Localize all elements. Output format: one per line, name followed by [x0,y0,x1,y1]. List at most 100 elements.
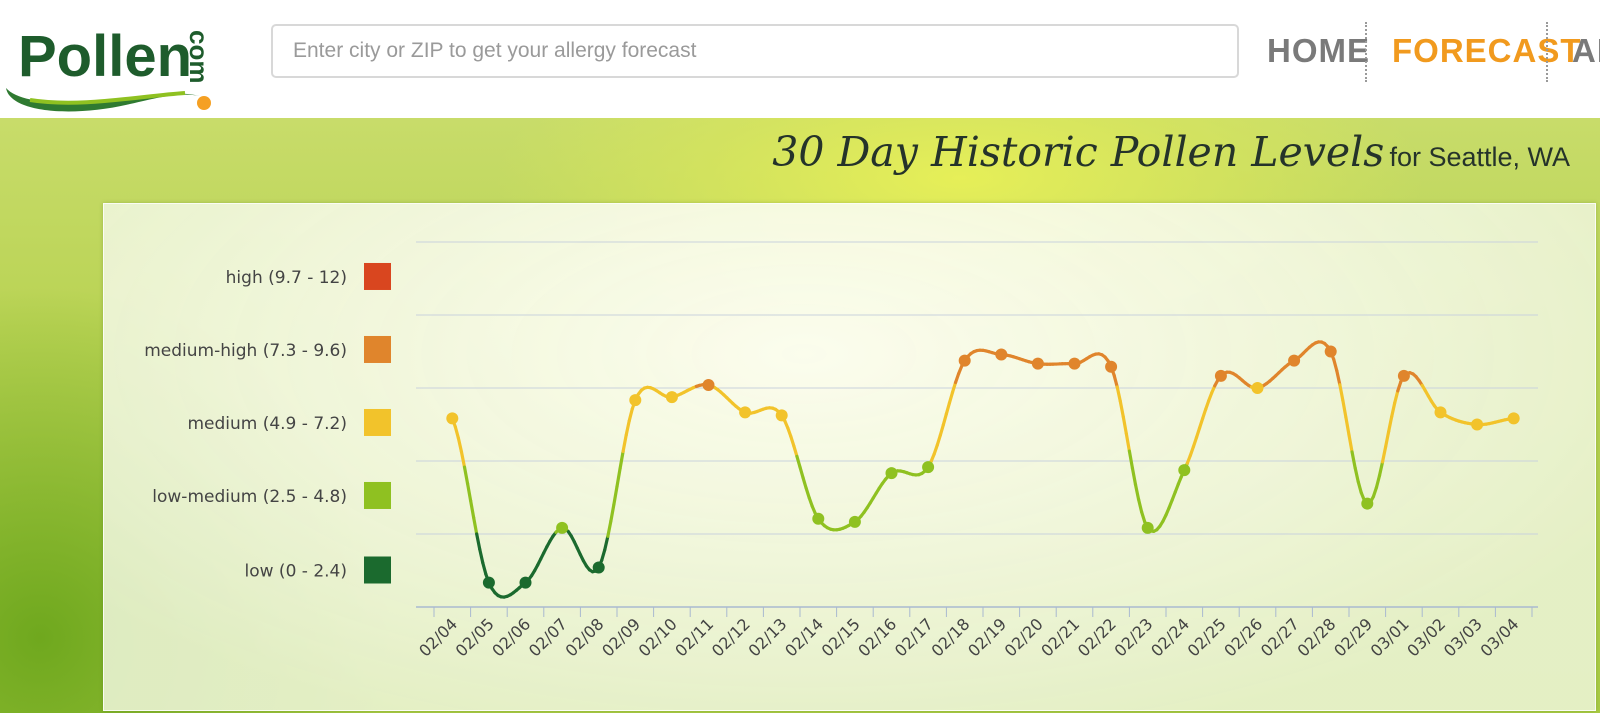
line-segment [481,561,488,576]
line-segment [801,476,808,490]
x-tick-label: 02/10 [635,614,681,660]
data-point-02-17[interactable] [922,461,935,474]
chart-panel: high (9.7 - 12) medium-high (7.3 - 9.6) me… [103,203,1596,711]
line-segment [1133,482,1141,501]
x-tick-label: 02/14 [781,614,827,660]
data-point-02-11[interactable] [702,378,715,391]
site-header: Pollen com HOME FORECAST AL [0,0,1600,180]
data-point-02-25[interactable] [1214,369,1227,382]
line-segment [798,465,805,480]
data-point-02-12[interactable] [739,406,752,419]
line-segment [947,390,955,405]
data-point-02-23[interactable] [1141,521,1154,534]
data-point-02-07[interactable] [556,521,569,534]
line-segment [459,450,467,469]
data-point-02-21[interactable] [1068,357,1081,370]
line-segment [627,407,634,423]
line-segment [1115,385,1122,403]
line-segment [465,481,473,503]
line-segment [456,436,464,454]
line-segment [950,380,958,394]
line-segment [1139,510,1147,524]
x-tick-label: 02/19 [964,614,1010,660]
data-point-02-06[interactable] [519,576,532,589]
data-point-02-26[interactable] [1251,382,1264,394]
data-point-03-04[interactable] [1507,412,1520,425]
nav-home[interactable]: HOME [1267,32,1370,69]
data-point-03-02[interactable] [1434,406,1447,419]
pollen-logo[interactable]: Pollen com [0,0,230,125]
nav-allergy-info[interactable]: AL [1572,32,1600,69]
chart-legend: high (9.7 - 12) medium-high (7.3 - 9.6) me… [144,262,391,584]
line-segment [612,484,619,506]
line-segment [1335,369,1342,387]
data-point-03-03[interactable] [1471,418,1484,431]
line-segment [1396,380,1403,393]
line-segment [792,444,799,459]
legend-label: medium-high (7.3 - 9.6) [144,341,347,361]
line-segment [1191,435,1199,449]
x-tick-label: 02/23 [1110,614,1156,660]
data-point-03-01[interactable] [1397,369,1410,382]
line-segment [1338,383,1345,403]
x-tick-label: 02/25 [1184,614,1230,660]
legend-swatch [364,335,391,363]
x-tick-label: 02/17 [891,614,937,660]
page-title-main: 30 Day Historic Pollen Levels [772,128,1385,176]
line-segment [1350,450,1357,470]
line-segment [1124,432,1132,453]
x-tick-label: 02/21 [1037,614,1083,660]
data-point-02-18[interactable] [958,354,971,367]
line-segment [624,419,631,437]
data-point-02-24[interactable] [1178,464,1191,477]
line-segment [1380,445,1388,464]
data-point-02-15[interactable] [848,515,861,528]
line-segment [1393,389,1400,405]
data-point-02-22[interactable] [1105,360,1118,373]
pollen-line [450,340,1516,599]
x-tick-label: 02/07 [525,614,571,660]
x-tick-label: 02/18 [927,614,973,660]
line-segment [1130,466,1138,487]
data-point-02-05[interactable] [482,576,495,589]
data-point-02-19[interactable] [995,348,1008,361]
legend-label: low (0 - 2.4) [245,562,348,582]
x-tick-label: 02/16 [854,614,900,660]
data-point-02-27[interactable] [1288,354,1301,367]
logo-swoosh-highlight-icon [29,91,186,105]
data-point-02-13[interactable] [775,409,788,422]
logo-dot-icon [197,96,211,110]
data-point-02-08[interactable] [592,561,605,574]
line-segment [1118,399,1125,419]
line-segment [1121,415,1128,436]
nav-forecast[interactable]: FORECAST [1392,32,1582,69]
data-point-02-20[interactable] [1031,357,1044,370]
x-tick-label: 02/13 [744,614,790,660]
data-point-02-29[interactable] [1361,497,1374,510]
data-point-02-10[interactable] [665,391,678,404]
line-segment [609,502,616,523]
line-segment [603,534,610,552]
x-tick-label: 03/04 [1476,614,1522,660]
line-segment [1112,373,1119,389]
x-tick-label: 02/11 [671,614,717,660]
x-tick-label: 03/03 [1440,614,1486,660]
data-point-02-09[interactable] [629,394,642,407]
line-segment [478,547,485,565]
line-segment [1347,433,1354,454]
data-point-02-16[interactable] [885,467,898,480]
data-point-02-14[interactable] [812,512,825,525]
data-point-02-04[interactable] [446,412,459,425]
logo-suffix: com [184,30,214,83]
legend-swatch [364,262,391,290]
x-tick-label: 02/09 [598,614,644,660]
data-point-02-28[interactable] [1324,345,1337,358]
x-axis: 02/0402/0502/0602/0702/0802/0902/1002/11… [415,607,1533,660]
line-segment [1353,466,1360,484]
line-segment [1374,474,1382,490]
line-segment [615,467,622,489]
x-tick-label: 02/12 [708,614,754,660]
location-search-input[interactable] [271,24,1239,78]
line-segment [1127,449,1135,470]
x-tick-label: 02/24 [1147,614,1193,660]
